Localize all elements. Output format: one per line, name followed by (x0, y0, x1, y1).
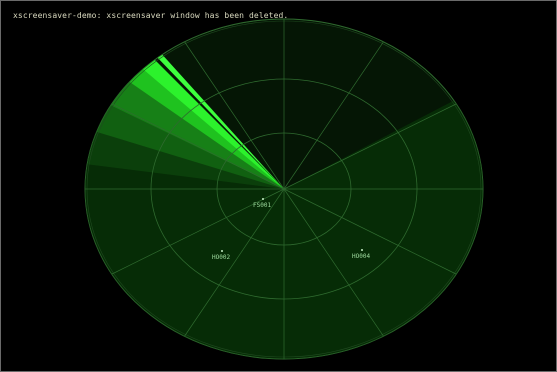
host-label: FS001 (253, 202, 271, 209)
radar-spokes (85, 19, 483, 359)
blip-dot (221, 250, 223, 252)
status-message: xscreensaver-demo: xscreensaver window h… (13, 11, 289, 20)
host-label: HO002 (212, 254, 230, 261)
sweep-beam (121, 59, 284, 189)
host-label: HO004 (352, 253, 370, 260)
blip-dot (361, 249, 363, 251)
host-blip-fs001: FS001 (253, 198, 271, 209)
blip-dot (262, 198, 264, 200)
host-blip-ho004: HO004 (352, 249, 370, 260)
host-blip-ho002: HO002 (212, 250, 230, 261)
